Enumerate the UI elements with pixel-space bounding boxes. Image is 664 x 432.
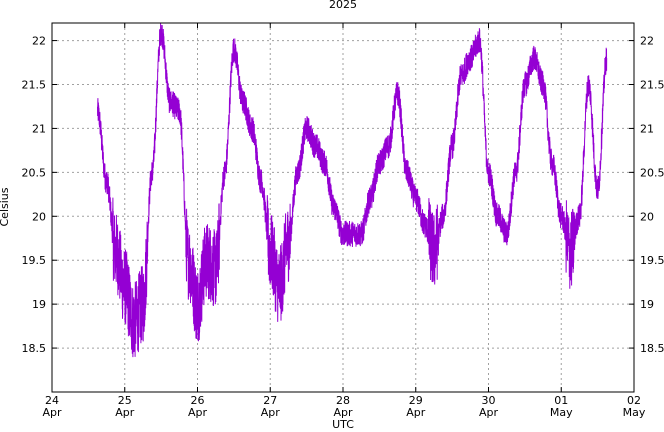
- x-tick-label-month: Apr: [42, 406, 62, 419]
- x-tick-label-day: 30: [482, 394, 496, 407]
- y-tick-label-left: 20.5: [22, 166, 47, 179]
- x-tick-label-month: Apr: [333, 406, 353, 419]
- x-tick-label-day: 02: [627, 394, 641, 407]
- x-tick-label-month: Apr: [406, 406, 426, 419]
- y-tick-label-right: 18.5: [640, 342, 664, 355]
- series-line-0: [97, 22, 608, 358]
- y-tick-label-right: 19.5: [640, 254, 664, 267]
- x-tick-label-month: May: [550, 406, 573, 419]
- series-layer: [97, 22, 608, 358]
- x-tick-label-day: 28: [336, 394, 350, 407]
- y-tick-label-left: 21.5: [22, 79, 47, 92]
- y-tick-label-left: 22: [32, 35, 46, 48]
- x-tick-label-day: 29: [409, 394, 423, 407]
- x-tick-label-day: 25: [118, 394, 132, 407]
- y-tick-label-right: 21.5: [640, 79, 664, 92]
- x-tick-label-day: 01: [554, 394, 568, 407]
- grid-layer: [52, 23, 634, 392]
- x-tick-label-month: Apr: [188, 406, 208, 419]
- x-tick-label-day: 26: [191, 394, 205, 407]
- y-tick-label-left: 20: [32, 210, 46, 223]
- y-tick-label-left: 18.5: [22, 342, 47, 355]
- x-tick-label-month: Apr: [115, 406, 135, 419]
- y-tick-label-right: 20: [640, 210, 654, 223]
- y-tick-label-left: 19: [32, 298, 46, 311]
- chart-title: 2025: [329, 0, 357, 11]
- y-tick-label-right: 21: [640, 122, 654, 135]
- y-tick-label-left: 19.5: [22, 254, 47, 267]
- x-axis-title: UTC: [332, 418, 354, 431]
- y-tick-label-right: 19: [640, 298, 654, 311]
- x-tick-label-month: May: [623, 406, 646, 419]
- y-axis-title: Celsius: [0, 187, 11, 226]
- x-tick-label-day: 27: [263, 394, 277, 407]
- y-tick-label-right: 22: [640, 35, 654, 48]
- x-tick-label-month: Apr: [261, 406, 281, 419]
- axis-layer: 18.5 18.5 19 19 19.5 19.5 20 20 20.5 20.5 21 21 21.5…: [22, 23, 664, 419]
- y-tick-label-right: 20.5: [640, 166, 664, 179]
- x-tick-label-month: Apr: [479, 406, 499, 419]
- y-tick-label-left: 21: [32, 122, 46, 135]
- x-tick-label-day: 24: [45, 394, 59, 407]
